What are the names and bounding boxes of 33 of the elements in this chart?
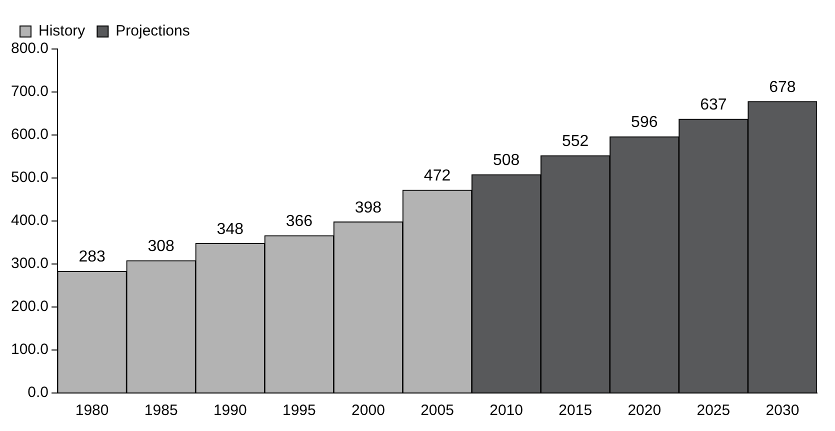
y-tick-label: 300.0 xyxy=(10,255,49,272)
x-tick-label: 2005 xyxy=(420,402,454,420)
data-label: 308 xyxy=(148,238,175,255)
y-tick-label: 400.0 xyxy=(10,212,49,230)
x-tick-label: 2030 xyxy=(766,402,800,420)
x-tick-label: 1990 xyxy=(213,402,247,420)
x-tick-label: 2025 xyxy=(696,402,730,420)
x-tick-label: 2010 xyxy=(490,402,523,420)
x-tick-label: 1980 xyxy=(75,402,109,420)
data-label: 637 xyxy=(700,96,727,114)
data-label: 552 xyxy=(562,133,589,150)
data-label: 596 xyxy=(631,114,658,132)
data-label: 283 xyxy=(78,248,106,266)
x-tick-label: 1985 xyxy=(144,402,178,420)
data-label: 398 xyxy=(354,199,382,216)
data-label: 348 xyxy=(216,220,244,238)
data-label: 678 xyxy=(769,78,796,96)
y-tick-label: 600.0 xyxy=(10,126,49,144)
y-tick-label: 0.0 xyxy=(28,384,49,402)
y-tick-label: 700.0 xyxy=(10,83,49,100)
x-tick-label: 2015 xyxy=(558,402,592,420)
y-tick-label: 500.0 xyxy=(10,169,49,186)
y-tick-label: 200.0 xyxy=(10,298,49,316)
y-tick-label: 100.0 xyxy=(10,341,49,358)
data-label: 508 xyxy=(492,152,520,169)
x-tick-label: 2020 xyxy=(628,402,662,420)
legend-label: History xyxy=(38,22,86,40)
data-label: 472 xyxy=(424,167,451,184)
x-tick-label: 2000 xyxy=(352,402,385,420)
legend-label: Projections xyxy=(116,22,190,40)
x-tick-label: 1995 xyxy=(282,402,316,420)
y-tick-label: 800.0 xyxy=(10,40,49,58)
data-label: 366 xyxy=(286,213,313,230)
